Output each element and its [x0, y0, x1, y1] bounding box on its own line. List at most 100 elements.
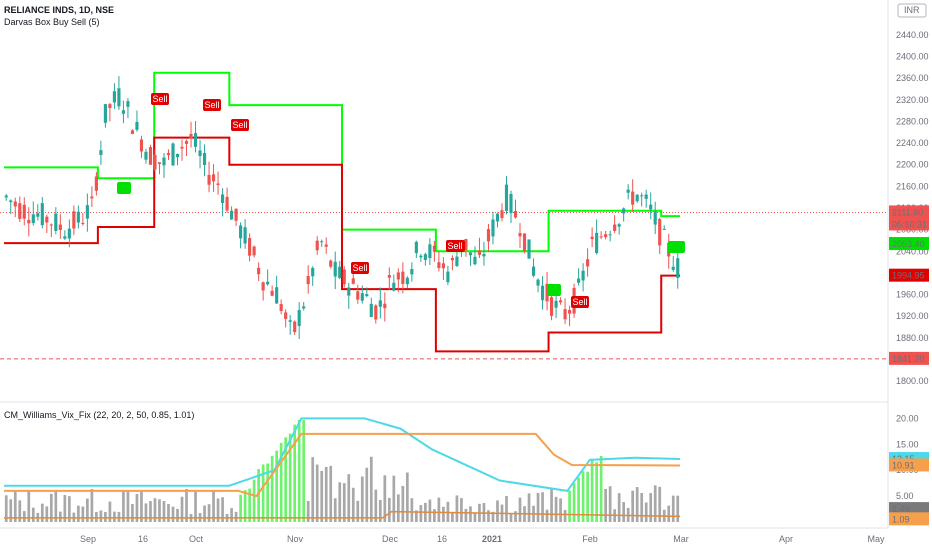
- candle-body: [108, 104, 112, 109]
- price-tick-label: 2360.00: [896, 73, 929, 83]
- candle-body: [369, 303, 373, 318]
- vix-bar: [288, 433, 292, 522]
- vix-bar: [392, 475, 396, 522]
- candle-body: [649, 204, 653, 210]
- vix-bar: [180, 496, 184, 522]
- vix-bar: [171, 506, 175, 522]
- candle-body: [275, 287, 279, 304]
- candle-body: [568, 309, 572, 314]
- vix-bar: [568, 490, 571, 522]
- vix-bar: [369, 456, 373, 522]
- vix-bar: [640, 493, 644, 522]
- last-price-badge-label: 2111.80: [892, 207, 923, 217]
- candle-body: [604, 234, 608, 238]
- candle-body: [189, 133, 193, 139]
- vix-bar: [342, 483, 346, 522]
- vix-bar: [541, 492, 544, 522]
- vix-bar: [622, 502, 626, 522]
- vix-bar: [487, 510, 490, 522]
- vix-bar: [302, 420, 306, 522]
- candle-body: [423, 254, 427, 260]
- candle-body: [527, 239, 531, 259]
- time-tick-label: 2021: [482, 534, 502, 544]
- red-level-badge-bg: [889, 268, 929, 282]
- vix-bar: [45, 506, 49, 522]
- vix-orange-badge-bg: [889, 458, 929, 472]
- vix-bar: [221, 497, 224, 522]
- candle-body: [302, 306, 306, 309]
- sell-marker-box: [151, 93, 169, 105]
- vix-bar: [131, 504, 134, 522]
- vix-bar: [401, 485, 405, 522]
- candle-body: [378, 300, 382, 307]
- candle-body: [311, 267, 315, 277]
- candle-body: [581, 270, 585, 281]
- candle-body: [347, 287, 351, 296]
- candle-body: [266, 281, 270, 285]
- candle-body: [63, 236, 67, 239]
- vix-bar: [257, 468, 260, 522]
- currency-box[interactable]: [897, 3, 927, 18]
- price-tick-label: 1920.00: [896, 311, 929, 321]
- candle-body: [117, 88, 121, 107]
- candle-body: [180, 146, 184, 149]
- candle-body: [401, 271, 405, 284]
- candle-body: [374, 305, 378, 320]
- vix-bar: [284, 437, 288, 522]
- vix-bar: [433, 509, 436, 522]
- sell-marker-box: [446, 240, 464, 252]
- candle-body: [36, 213, 40, 217]
- vix-bar: [54, 491, 58, 522]
- symbol-title: RELIANCE INDS, 1D, NSE: [4, 5, 114, 15]
- buy-marker-box: [117, 182, 131, 194]
- vix-bar: [104, 511, 107, 522]
- price-tick-label: 1960.00: [896, 290, 929, 300]
- candle-body: [351, 278, 355, 284]
- sell-marker-label: Sell: [152, 94, 167, 104]
- dashed-level-badge-label: 1841.20: [892, 354, 925, 364]
- dashed-level-badge-bg: [889, 351, 929, 365]
- vix-bar: [293, 424, 297, 522]
- candle-body: [207, 174, 211, 185]
- candle-body: [531, 266, 536, 276]
- vix-bar: [514, 511, 517, 522]
- candle-body: [504, 184, 509, 211]
- candle-body: [4, 195, 8, 198]
- vix-bar: [216, 498, 220, 522]
- candle-body: [58, 224, 62, 230]
- sell-marker-label: Sell: [572, 297, 587, 307]
- vix-bar: [248, 488, 251, 522]
- vix-bar: [63, 495, 67, 522]
- vix-bar: [153, 498, 157, 522]
- vix-bar: [13, 491, 17, 522]
- candle-body: [549, 297, 554, 316]
- candle-body: [509, 193, 513, 214]
- candle-body: [622, 208, 626, 214]
- darvas-bottom-line: [4, 136, 680, 353]
- candle-body: [76, 211, 80, 223]
- candle-body: [198, 150, 202, 157]
- vix-bar: [415, 510, 418, 522]
- candle-body: [676, 258, 680, 278]
- vix-bar: [31, 507, 35, 522]
- vix-bar: [658, 486, 662, 522]
- vix-bar: [599, 456, 603, 522]
- candle-body: [193, 133, 198, 147]
- vix-bar: [18, 500, 22, 522]
- vix-bar: [437, 497, 441, 522]
- time-tick-label: Dec: [382, 534, 399, 544]
- candle-body: [94, 176, 98, 191]
- vix-bar: [554, 496, 558, 522]
- candle-body: [410, 268, 414, 275]
- vix-bar: [617, 493, 621, 522]
- vix-bar: [536, 493, 540, 522]
- candle-body: [157, 162, 162, 165]
- vix-bar: [518, 497, 522, 522]
- vix-bar: [338, 482, 342, 522]
- time-tick-label: Oct: [189, 534, 204, 544]
- time-tick-label: May: [867, 534, 885, 544]
- candle-body: [112, 91, 116, 103]
- candle-body: [482, 254, 486, 257]
- vix-bar: [442, 506, 445, 522]
